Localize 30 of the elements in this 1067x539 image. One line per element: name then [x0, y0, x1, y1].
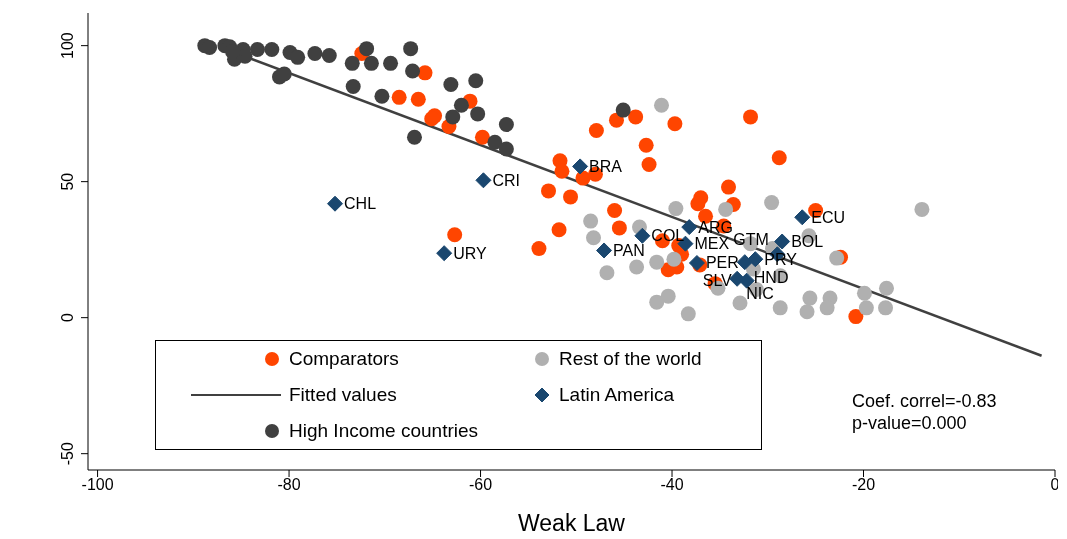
- legend-label: High Income countries: [289, 420, 479, 442]
- x-axis-title: Weak Law: [518, 510, 626, 536]
- y-tick-label: 50: [59, 172, 76, 191]
- x-tick-label: 0: [1050, 476, 1060, 494]
- annotation: BOL: [791, 233, 824, 250]
- annotation: CHL: [344, 195, 377, 213]
- annotation: NIC: [746, 285, 774, 303]
- annotation: PAN: [613, 241, 645, 259]
- annotation: p-value=0.000: [852, 412, 968, 434]
- x-tick-label: -20: [851, 476, 876, 494]
- legend-label: Rest of the world: [559, 348, 702, 370]
- annotation: HND: [753, 268, 789, 286]
- x-tick-label: -100: [81, 476, 114, 494]
- y-tick-label: 0: [59, 313, 76, 323]
- annotation: CRI: [492, 171, 520, 189]
- annotation: BRA: [589, 157, 623, 175]
- x-tick-label: -60: [468, 476, 493, 494]
- x-tick-label: -80: [277, 476, 301, 494]
- legend-label: Comparators: [289, 348, 399, 370]
- y-tick-label: 100: [59, 32, 76, 59]
- legend-label: Fitted values: [289, 384, 397, 406]
- legend-label: Latin America: [559, 384, 675, 406]
- annotation: Coef. correl=-0.83: [852, 390, 997, 412]
- annotation: GTM: [733, 230, 769, 248]
- annotation: PER: [705, 254, 739, 272]
- annotation: MEX: [694, 235, 730, 253]
- x-tick-label: -40: [660, 476, 684, 494]
- annotation: URY: [453, 244, 487, 262]
- annotation: ECU: [811, 208, 846, 226]
- y-tick-label: -50: [59, 442, 76, 466]
